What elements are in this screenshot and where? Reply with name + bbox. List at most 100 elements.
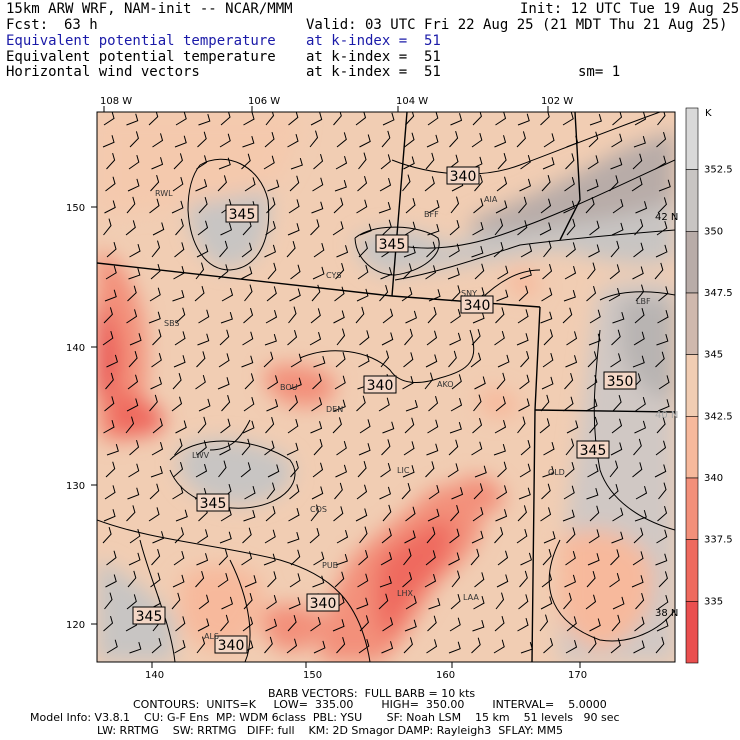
field-level-3: at k-index = 51 — [306, 64, 441, 80]
wind-barb — [242, 331, 254, 346]
wind-barb — [379, 284, 389, 302]
wind-barb — [496, 289, 509, 302]
wind-barb — [562, 112, 574, 126]
wind-barb — [632, 355, 645, 368]
colorbar-swatch — [685, 539, 699, 602]
wind-barb — [381, 528, 392, 544]
top-lon-label: 106 W — [248, 96, 280, 107]
wind-barb — [106, 354, 118, 368]
left-y-label: 130 — [66, 481, 85, 492]
wind-barb — [634, 509, 647, 522]
colorbar-swatch — [685, 169, 699, 232]
wind-barb — [426, 443, 439, 456]
wind-barb — [403, 245, 416, 258]
wind-barb — [196, 440, 207, 456]
wind-barb — [286, 442, 299, 456]
wind-barb — [564, 461, 575, 478]
wind-barb — [267, 375, 279, 390]
wind-barb — [265, 505, 276, 522]
wind-barb — [425, 152, 435, 170]
wind-barb — [516, 333, 529, 346]
wind-barb — [244, 284, 253, 302]
field-name-1: Equivalent potential temperature — [6, 33, 276, 49]
wind-barb — [541, 376, 554, 390]
wind-barb — [358, 353, 370, 368]
wind-barb — [264, 440, 275, 456]
wind-barb — [129, 131, 139, 148]
wind-barb — [494, 135, 507, 148]
wind-barb — [218, 353, 230, 368]
wind-barb — [426, 241, 436, 258]
wind-barb — [588, 529, 600, 544]
wind-barb — [612, 311, 625, 324]
wind-barb — [588, 333, 601, 346]
wind-barb — [608, 483, 619, 500]
wind-barb — [497, 461, 507, 478]
wind-barb — [357, 460, 367, 478]
wind-barb — [195, 262, 205, 280]
wind-barb — [474, 572, 485, 588]
wind-barb — [127, 570, 137, 588]
wind-barb — [540, 507, 552, 522]
wind-barb — [358, 152, 367, 170]
contour-label: 345 — [229, 207, 256, 223]
wind-barb — [105, 176, 116, 192]
wind-barb — [426, 134, 439, 148]
wind-barb — [404, 417, 415, 434]
wind-barb — [472, 221, 484, 236]
wind-barb — [196, 244, 209, 258]
wind-barb — [587, 553, 600, 566]
wind-barb — [105, 574, 117, 588]
wind-barb — [380, 551, 393, 566]
wind-barb — [472, 417, 483, 434]
wind-barb — [358, 638, 370, 654]
wind-barb — [218, 157, 231, 170]
wind-barb — [356, 199, 368, 214]
right-lat-label: 42 N — [655, 212, 678, 223]
colorbar-label: 342.5 — [704, 411, 733, 422]
colorbar-swatch — [685, 416, 699, 479]
wind-barb — [566, 135, 579, 148]
wind-barb — [494, 615, 505, 632]
wind-barb — [562, 307, 573, 324]
wind-barb — [586, 285, 597, 302]
barb-legend: BARB VECTORS: FULL BARB = 10 kts — [268, 687, 476, 700]
field-name-2: Equivalent potential temperature — [6, 49, 276, 65]
wind-barb — [334, 179, 347, 192]
wind-barb — [289, 175, 300, 192]
wind-barb — [540, 596, 553, 610]
wind-barb — [288, 597, 301, 610]
wind-barb — [152, 418, 163, 434]
wind-barb — [105, 372, 114, 390]
wind-barb — [309, 331, 322, 346]
wind-barb — [198, 594, 210, 610]
wind-barb — [402, 375, 414, 390]
wind-barb — [150, 465, 163, 478]
wind-barb — [219, 133, 231, 148]
wind-barb — [566, 420, 579, 434]
wind-barb — [655, 351, 665, 368]
wind-barb — [126, 113, 139, 126]
colorbar-label: 335 — [704, 596, 723, 607]
wind-barb — [566, 616, 577, 632]
wind-barb — [658, 482, 667, 500]
wind-barb — [610, 240, 620, 258]
colorbar-swatch — [685, 601, 699, 664]
wind-barb — [128, 552, 141, 566]
wind-barb — [148, 311, 161, 324]
wind-barb — [197, 333, 210, 346]
forecast-hour: 63 h — [64, 17, 98, 33]
wind-barb — [244, 485, 256, 500]
wind-barb — [426, 330, 438, 346]
wind-barb — [610, 353, 622, 368]
wind-barb — [358, 241, 368, 258]
wind-barb — [589, 618, 601, 632]
wind-barb — [359, 615, 369, 632]
wind-barb — [542, 548, 552, 566]
wind-barb — [497, 550, 509, 566]
wind-barb — [543, 240, 552, 258]
wind-barb — [312, 177, 324, 192]
wind-barb — [428, 289, 441, 302]
wind-barb — [289, 377, 302, 390]
